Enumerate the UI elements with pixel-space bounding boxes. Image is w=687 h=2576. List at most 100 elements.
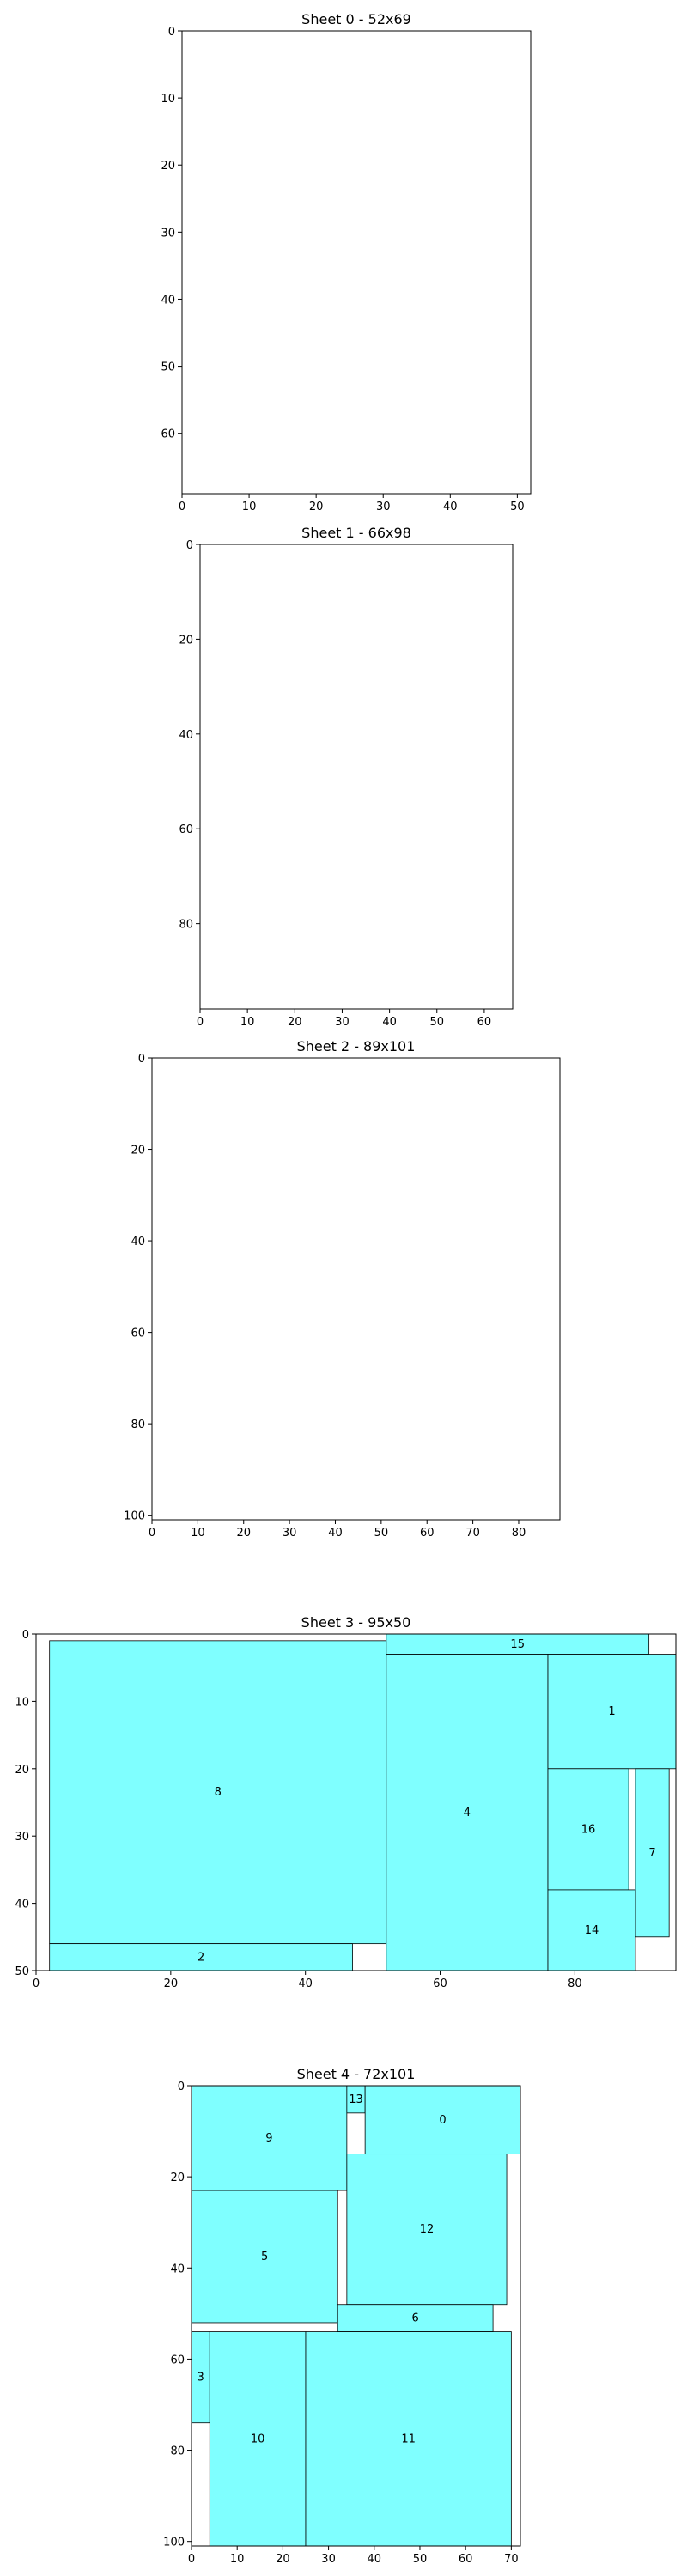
y-tick-label: 20	[15, 1764, 29, 1777]
piece-rect	[547, 1889, 636, 1971]
piece-rect	[209, 2331, 307, 2547]
piece-rect	[635, 1768, 670, 1938]
axes-frame	[199, 544, 514, 1010]
x-tick-label: 60	[459, 2553, 473, 2566]
x-tick-label: 50	[374, 1527, 389, 1540]
axes-frame	[181, 30, 532, 495]
y-tick-label: 30	[15, 1831, 29, 1844]
axes-frame	[151, 1057, 561, 1521]
sheet-plot-3: Sheet 3 - 95x50 8 2 15 4 1 16 7 14 0 20 40 60 80 0 10 20…	[15, 1614, 677, 1990]
y-tick-label: 40	[179, 729, 193, 742]
piece-label: 2	[198, 1951, 204, 1964]
x-tick-label: 40	[298, 1978, 313, 1990]
x-tick-label: 10	[242, 501, 257, 513]
x-tick-label: 40	[328, 1527, 343, 1540]
axes-frame	[191, 2085, 521, 2547]
y-tick-label: 20	[179, 634, 193, 647]
piece-rect	[386, 1654, 549, 1971]
piece-label: 3	[197, 2372, 204, 2385]
y-tick-label: 0	[178, 2081, 185, 2093]
x-tick-label: 50	[429, 1016, 444, 1029]
x-tick-label: 30	[376, 501, 391, 513]
sheet-title: Sheet 1 - 66x98	[301, 525, 411, 541]
piece-label: 1	[608, 1705, 615, 1718]
sheet-title: Sheet 4 - 72x101	[297, 2066, 416, 2082]
piece-label: 7	[648, 1847, 655, 1860]
x-tick-label: 50	[413, 2553, 428, 2566]
piece-rect	[346, 2154, 508, 2306]
x-tick-label: 40	[382, 1016, 397, 1029]
y-tick-label: 40	[170, 2263, 185, 2275]
x-tick-label: 50	[510, 501, 525, 513]
piece-rect	[305, 2331, 512, 2547]
piece-label: 5	[261, 2251, 268, 2263]
x-tick-label: 20	[164, 1978, 179, 1990]
piece-label: 8	[215, 1786, 222, 1799]
x-tick-label: 20	[236, 1527, 251, 1540]
piece-label: 0	[439, 2114, 446, 2127]
y-tick-label: 60	[161, 428, 175, 441]
piece-rect	[364, 2085, 521, 2155]
axes-frame	[35, 1633, 677, 1971]
y-tick-label: 80	[170, 2445, 185, 2458]
y-tick-label: 100	[124, 1510, 145, 1523]
y-tick-label: 50	[161, 361, 175, 374]
x-tick-label: 60	[420, 1527, 435, 1540]
y-tick-label: 80	[179, 919, 193, 932]
y-tick-label: 0	[22, 1629, 29, 1642]
x-tick-label: 0	[197, 1016, 204, 1029]
y-tick-label: 0	[186, 539, 193, 552]
x-tick-label: 20	[276, 2553, 290, 2566]
piece-label: 10	[251, 2433, 265, 2445]
piece-rect	[49, 1640, 387, 1945]
y-tick-label: 0	[138, 1053, 145, 1066]
x-tick-label: 20	[288, 1016, 302, 1029]
y-tick-label: 30	[161, 227, 175, 240]
x-tick-label: 30	[335, 1016, 350, 1029]
x-tick-label: 80	[568, 1978, 582, 1990]
y-tick-label: 60	[131, 1327, 145, 1340]
x-tick-label: 20	[309, 501, 324, 513]
sheet-plot-4: Sheet 4 - 72x101 9 13 0 12 5 6 3 10 11 0 10 20 30 40 50…	[163, 2066, 521, 2566]
piece-rect	[191, 2085, 348, 2191]
piece-label: 6	[412, 2312, 419, 2325]
y-tick-label: 10	[15, 1696, 29, 1709]
piece-label: 15	[510, 1638, 525, 1651]
y-tick-label: 60	[179, 823, 193, 836]
piece-label: 9	[265, 2132, 272, 2145]
piece-rect	[547, 1768, 629, 1891]
x-tick-label: 10	[230, 2553, 245, 2566]
piece-rect	[337, 2304, 494, 2332]
sheet-title: Sheet 2 - 89x101	[297, 1038, 416, 1054]
sheet-title: Sheet 0 - 52x69	[301, 11, 411, 27]
x-tick-label: 60	[477, 1016, 492, 1029]
y-tick-label: 40	[131, 1236, 145, 1249]
x-tick-label: 70	[504, 2553, 519, 2566]
y-tick-label: 10	[161, 93, 175, 106]
y-tick-label: 60	[170, 2354, 185, 2366]
x-tick-label: 30	[321, 2553, 336, 2566]
y-tick-label: 20	[170, 2172, 185, 2184]
x-tick-label: 30	[283, 1527, 297, 1540]
piece-label: 16	[581, 1823, 596, 1836]
y-tick-label: 20	[161, 160, 175, 173]
x-tick-label: 0	[188, 2553, 195, 2566]
sheet-plot-2: Sheet 2 - 89x101 0 10 20 30 40 50 60 70 80 0 20 40 60…	[124, 1038, 561, 1540]
x-tick-label: 40	[368, 2553, 382, 2566]
piece-rect	[49, 1943, 353, 1971]
y-tick-label: 50	[15, 1965, 29, 1978]
x-tick-label: 0	[33, 1978, 40, 1990]
x-tick-label: 60	[433, 1978, 447, 1990]
x-tick-label: 10	[191, 1527, 205, 1540]
sheet-plot-1: Sheet 1 - 66x98 0 10 20 30 40 50 60 0 20 40 60 80	[179, 525, 514, 1029]
piece-label: 12	[420, 2223, 435, 2236]
piece-label: 14	[585, 1924, 599, 1937]
piece-label: 11	[401, 2433, 416, 2445]
x-tick-label: 40	[443, 501, 458, 513]
y-tick-label: 40	[15, 1899, 29, 1911]
sheet-plot-0: Sheet 0 - 52x69 0 10 20 30 40 50 0 10 20 30 40 50 60	[161, 11, 532, 513]
y-tick-label: 40	[161, 294, 175, 307]
x-tick-label: 0	[149, 1527, 155, 1540]
y-tick-label: 100	[163, 2537, 185, 2549]
